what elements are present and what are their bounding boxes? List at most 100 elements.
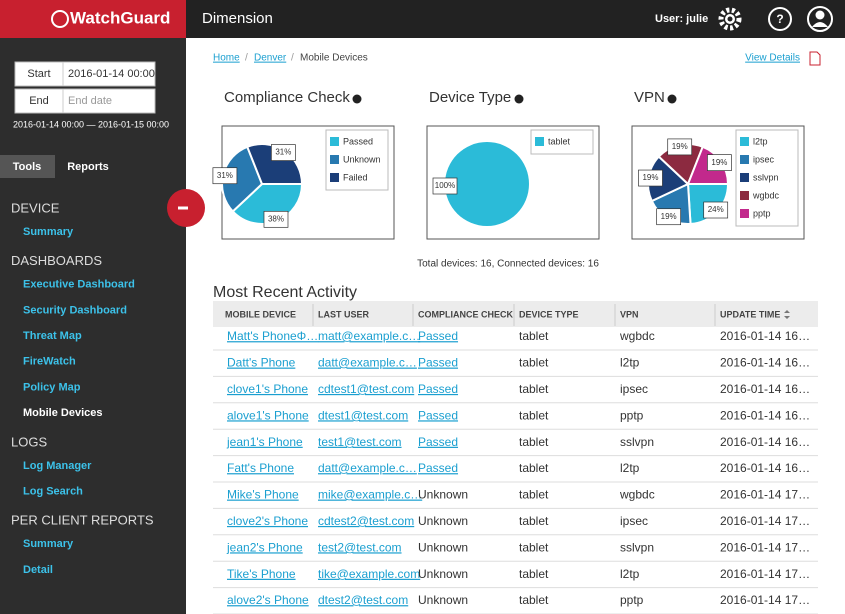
pdf-icon[interactable]: [809, 51, 821, 66]
nav-item[interactable]: Detail: [23, 564, 53, 576]
data-label: 19%: [661, 212, 677, 221]
breadcrumb: Mobile Devices: [300, 53, 368, 64]
start-label: Start: [27, 68, 50, 80]
help-icon[interactable]: ?: [768, 7, 792, 31]
legend-label: Failed: [343, 172, 368, 182]
table-cell: 2016-01-14 17…: [720, 593, 810, 607]
column-header[interactable]: MOBILE DEVICE: [225, 309, 296, 319]
table-cell[interactable]: alove1's Phone: [227, 408, 309, 422]
table-cell[interactable]: cdtest2@test.com: [318, 514, 414, 528]
table-cell: l2tp: [620, 356, 640, 370]
table-cell[interactable]: Passed: [418, 329, 458, 343]
table-cell: wgbdc: [619, 329, 655, 343]
data-label-box: [212, 167, 238, 185]
nav-item[interactable]: Log Manager: [23, 460, 92, 472]
table-cell[interactable]: test2@test.com: [318, 540, 402, 554]
nav-item[interactable]: Security Dashboard: [23, 304, 127, 316]
section-title: DEVICE: [11, 200, 60, 215]
start-input[interactable]: 2016-01-14 00:00: [68, 68, 155, 80]
data-label-box: [656, 208, 682, 226]
data-label: 19%: [642, 173, 658, 182]
breadcrumb[interactable]: Home: [213, 53, 240, 64]
data-label-box: [638, 169, 663, 187]
table-cell: sslvpn: [620, 435, 654, 449]
nav-item[interactable]: Mobile Devices: [23, 407, 102, 419]
table-cell[interactable]: Tike's Phone: [227, 567, 296, 581]
table-title: Most Recent Activity: [213, 284, 357, 301]
table-cell: 2016-01-14 16…: [720, 461, 810, 475]
table-cell[interactable]: alove2's Phone: [227, 593, 309, 607]
chart-title: Compliance Check: [224, 89, 350, 106]
table-cell[interactable]: cdtest1@test.com: [318, 382, 414, 396]
tab[interactable]: Tools: [13, 161, 42, 173]
user-label[interactable]: User: julie: [655, 13, 708, 25]
svg-text:?: ?: [776, 12, 783, 26]
pie-slice: [445, 142, 529, 226]
legend-label: tablet: [548, 136, 571, 146]
table-cell[interactable]: tike@example.com: [318, 567, 420, 581]
column-header[interactable]: COMPLIANCE CHECK: [418, 309, 514, 319]
column-header[interactable]: DEVICE TYPE: [519, 309, 579, 319]
legend-label: ipsec: [753, 154, 775, 164]
table-cell[interactable]: datt@example.c…: [318, 461, 417, 475]
help-icon[interactable]: [514, 94, 524, 104]
data-label-box: [703, 201, 729, 219]
view-details[interactable]: View Details: [745, 53, 800, 64]
user-icon[interactable]: [807, 6, 833, 32]
table-cell: ipsec: [620, 382, 648, 396]
nav-item[interactable]: Threat Map: [23, 330, 82, 342]
table-cell: tablet: [519, 408, 549, 422]
legend-swatch: [740, 137, 749, 146]
table-cell[interactable]: test1@test.com: [318, 435, 402, 449]
breadcrumb-sep: /: [291, 53, 294, 64]
table-cell: l2tp: [620, 461, 640, 475]
table-cell: tablet: [519, 540, 549, 554]
table-cell: tablet: [519, 514, 549, 528]
end-input[interactable]: End date: [68, 95, 112, 107]
settings-icon[interactable]: [718, 7, 742, 31]
data-label: 19%: [711, 158, 727, 167]
nav-item[interactable]: Summary: [23, 226, 74, 238]
table-cell: Unknown: [418, 514, 468, 528]
nav-item[interactable]: Executive Dashboard: [23, 279, 135, 291]
column-header[interactable]: VPN: [620, 309, 639, 319]
data-label: 31%: [217, 171, 233, 180]
table-cell[interactable]: jean1's Phone: [226, 435, 303, 449]
nav-item[interactable]: Log Search: [23, 486, 83, 498]
table-cell[interactable]: clove1's Phone: [227, 382, 308, 396]
table-cell[interactable]: datt@example.c…: [318, 356, 417, 370]
table-cell[interactable]: matt@example.c…: [318, 329, 420, 343]
table-cell[interactable]: Datt's Phone: [227, 356, 296, 370]
table-cell: Unknown: [418, 488, 468, 502]
column-header[interactable]: UPDATE TIME: [720, 309, 780, 319]
table-cell: tablet: [519, 488, 549, 502]
table-cell[interactable]: jean2's Phone: [226, 540, 303, 554]
table-cell: 2016-01-14 16…: [720, 408, 810, 422]
table-cell: tablet: [519, 356, 549, 370]
column-header[interactable]: LAST USER: [318, 309, 370, 319]
table-cell: sslvpn: [620, 540, 654, 554]
table-cell: Unknown: [418, 593, 468, 607]
logo[interactable]: WatchGuard: [70, 8, 170, 27]
table-cell[interactable]: dtest2@test.com: [318, 593, 408, 607]
help-icon[interactable]: [352, 94, 362, 104]
help-icon[interactable]: [667, 94, 677, 104]
table-cell[interactable]: Passed: [418, 382, 458, 396]
table-cell[interactable]: mike@example.c…: [318, 488, 422, 502]
table-cell[interactable]: clove2's Phone: [227, 514, 308, 528]
tab[interactable]: Reports: [67, 161, 109, 173]
nav-item[interactable]: Summary: [23, 538, 74, 550]
table-cell: 2016-01-14 16…: [720, 329, 810, 343]
table-cell[interactable]: Passed: [418, 356, 458, 370]
table-cell[interactable]: Passed: [418, 408, 458, 422]
table-cell[interactable]: Matt's PhoneΦ…: [227, 329, 318, 343]
table-cell: wgbdc: [619, 488, 655, 502]
table-cell[interactable]: Passed: [418, 461, 458, 475]
table-cell[interactable]: Fatt's Phone: [227, 461, 294, 475]
table-cell[interactable]: Mike's Phone: [227, 488, 299, 502]
table-cell[interactable]: Passed: [418, 435, 458, 449]
nav-item[interactable]: FireWatch: [23, 356, 76, 368]
nav-item[interactable]: Policy Map: [23, 381, 81, 393]
table-cell[interactable]: dtest1@test.com: [318, 408, 408, 422]
breadcrumb[interactable]: Denver: [254, 53, 287, 64]
